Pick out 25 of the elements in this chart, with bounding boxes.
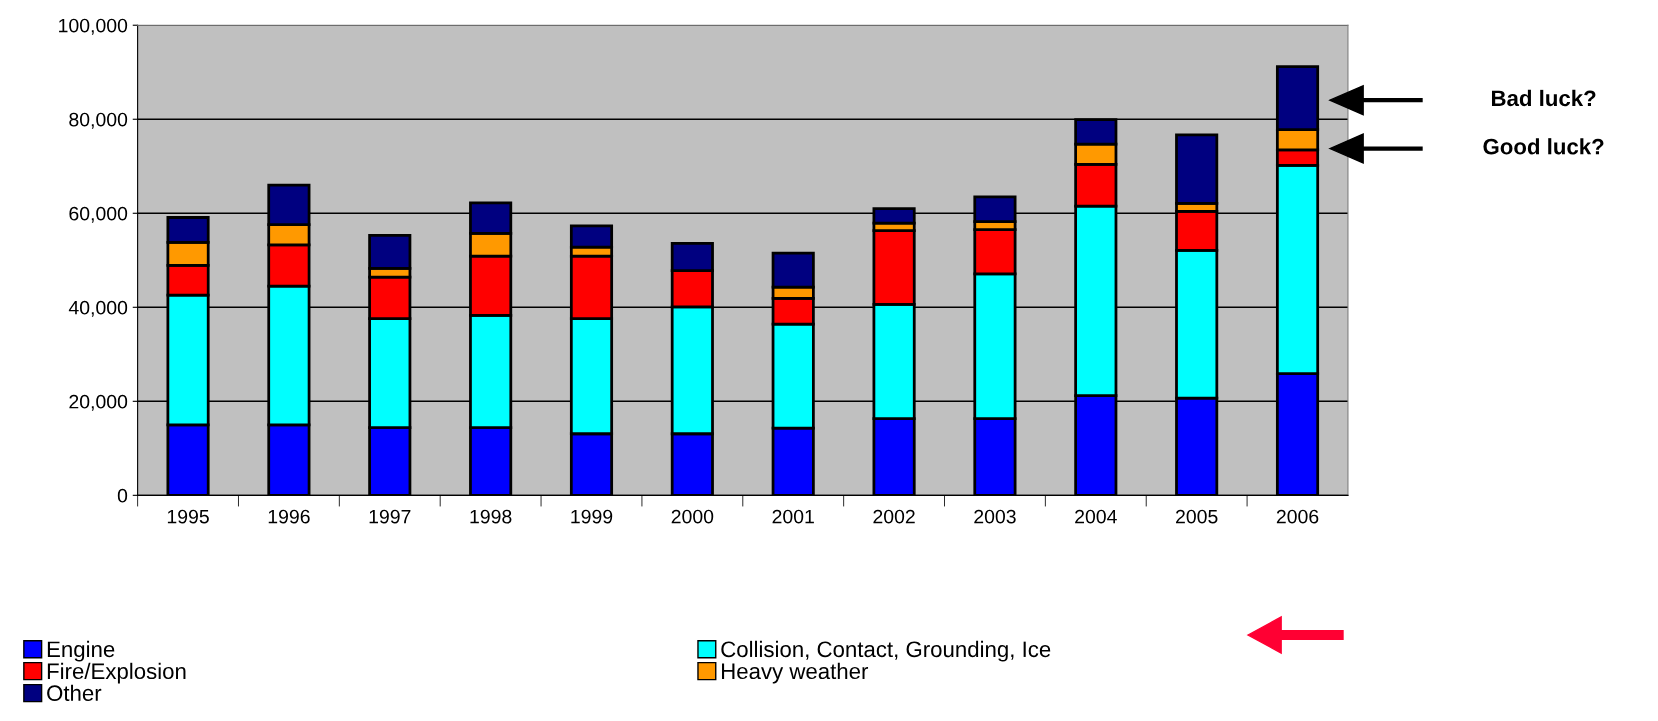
- legend-label: Engine: [47, 640, 115, 662]
- y-tick-label: 40,000: [68, 300, 128, 317]
- x-tick-label: 2000: [671, 509, 714, 524]
- x-tick-label: 1997: [369, 509, 411, 524]
- text: Bad luck?: [1491, 89, 1596, 107]
- x-tick-label: 1998: [470, 509, 512, 524]
- legend-label: Other: [47, 684, 102, 702]
- x-tick-label: 2004: [1075, 509, 1117, 524]
- x-tick-label: 2005: [1176, 509, 1218, 524]
- text: Good luck?: [1483, 138, 1604, 155]
- legend-label: Fire/Explosion: [47, 662, 186, 684]
- x-tick-label: 2002: [873, 509, 915, 524]
- x-tick-label: 1995: [167, 509, 209, 524]
- y-tick-label: 0: [117, 488, 128, 503]
- y-tick-label: 20,000: [69, 394, 128, 411]
- y-tick-label: 80,000: [69, 112, 128, 129]
- x-tick-label: 1996: [268, 509, 310, 524]
- x-tick-label: 2001: [772, 509, 814, 524]
- x-tick-label: 2003: [974, 509, 1016, 524]
- x-tick-label: 2006: [1276, 509, 1319, 524]
- y-tick-label: 100,000: [59, 18, 128, 35]
- x-tick-label: 1999: [571, 509, 613, 524]
- y-tick-label: 60,000: [69, 206, 128, 223]
- legend-label: Heavy weather: [722, 662, 869, 684]
- legend-label: Collision, Contact, Grounding, Ice: [721, 640, 1051, 662]
